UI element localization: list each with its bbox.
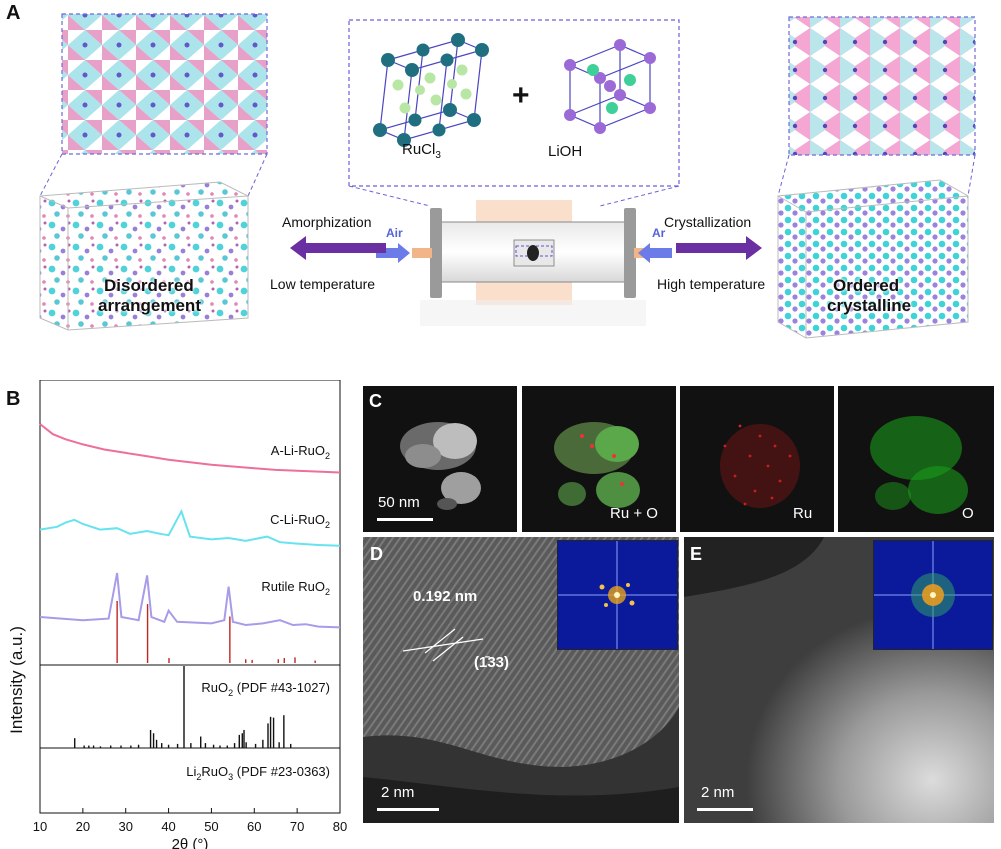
high-temperature-label: High temperature [657,276,766,292]
scale-bar-c [377,518,433,521]
xrd-chart: Intensity (a.u.) 10 20 30 40 50 60 70 80 2θ (°) A… [7,380,347,849]
x-tick-label-2: 20 [76,819,90,834]
panel-letter-b: B [6,388,21,410]
label-a-li-ruo2: A-Li-RuO2 [271,443,330,461]
panel-letter-a: A [6,2,21,24]
d-spacing-marker [402,628,484,662]
amorphization-label: Amorphization [282,214,372,230]
x-tick-label-6: 60 [247,819,261,834]
scale-text-e: 2 nm [701,784,735,801]
disordered-label-2: arrangement [98,296,201,315]
ru-map [680,386,834,532]
low-temperature-label: Low temperature [270,276,376,292]
crystallization-label: Crystallization [664,214,752,230]
fft-inset-e [873,540,993,650]
label-rutile-ruo2: Rutile RuO2 [261,579,330,597]
scale-bar-d [377,808,439,811]
x-tick-label-5: 50 [204,819,218,834]
d-spacing-label: 0.192 nm [413,588,478,605]
x-tick-label-8: 80 [333,819,347,834]
hrtem-image-e [684,537,994,823]
ordered-label-1: Ordered [833,276,900,295]
ru-o-overlay-map [522,386,676,532]
xrd-ylabel: Intensity (a.u.) [7,626,26,734]
lioh-label: LiOH [548,143,583,160]
xrd-trace-3 [39,572,341,629]
panel-letter-d: D [370,544,383,564]
x-tick-label-7: 70 [290,819,304,834]
rucl3-label: RuCl3 [402,141,441,161]
panel-a-graphics: + [39,13,976,339]
xrd-frame [39,380,341,814]
o-label: O [962,505,974,522]
ru-label: Ru [793,505,813,522]
label-c-li-ruo2: C-Li-RuO2 [270,512,330,530]
scale-text-d: 2 nm [381,784,415,801]
fft-inset-d [557,540,678,650]
plane-label: (1̄33) [474,654,510,671]
xrd-xlabel: 2θ (°) [172,836,209,849]
label-li2ruo3-pdf: Li2RuO3 (PDF #23-0363) [186,764,330,782]
label-ruo2-pdf: RuO2 (PDF #43-1027) [201,680,330,698]
xrd-trace-1 [39,423,341,474]
ar-label: Ar [652,226,666,240]
ru-o-label: Ru + O [610,505,658,522]
haadf-image [363,386,517,532]
x-tick-label-1: 10 [33,819,47,834]
scale-text-c: 50 nm [378,494,420,511]
plus-sign: + [512,79,530,112]
disordered-label-1: Disordered [104,276,194,295]
x-tick-label-3: 30 [118,819,132,834]
x-tick-label-4: 40 [161,819,175,834]
o-map [838,386,994,532]
panel-letter-e: E [690,544,703,564]
xrd-trace-2 [39,508,341,547]
ordered-label-2: crystalline [827,296,912,315]
panel-letter-c: C [369,391,382,411]
scale-bar-e [697,808,753,811]
air-label: Air [386,226,403,240]
